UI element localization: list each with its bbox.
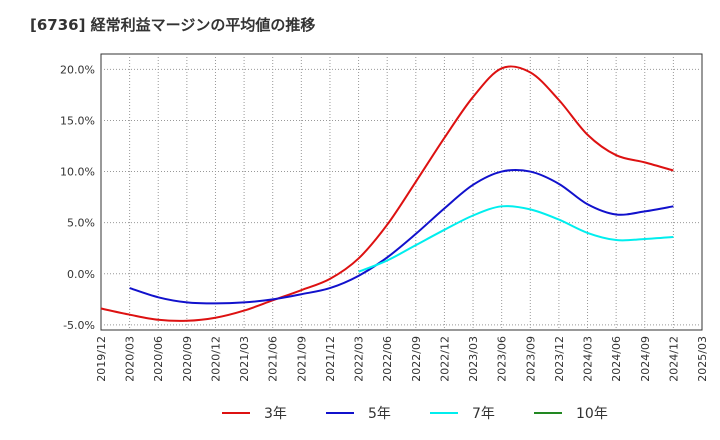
x-axis: 2019/12 2020/03 2020/06 2020/09 2020/12 2021/… <box>95 336 709 382</box>
y-axis: -5.0% 0.0% 5.0% 10.0% 15.0% 20.0% <box>60 63 95 332</box>
legend-label-2: 5年 <box>368 406 391 422</box>
x-tick-label: 2024/12 <box>667 336 680 382</box>
legend: 3年 5年 7年 10年 <box>222 406 608 422</box>
y-tick-label: 10.0% <box>60 166 95 179</box>
x-tick-label: 2024/09 <box>639 336 652 382</box>
x-tick-label: 2023/12 <box>553 336 566 382</box>
y-tick-label: 5.0% <box>67 217 95 230</box>
y-tick-label: -5.0% <box>63 319 95 332</box>
x-tick-label: 2019/12 <box>95 336 108 382</box>
y-tick-label: 20.0% <box>60 63 95 76</box>
series-line-1 <box>100 65 674 322</box>
x-tick-label: 2023/09 <box>524 336 537 382</box>
legend-label-1: 3年 <box>264 406 287 422</box>
series-line-3 <box>358 205 674 273</box>
x-tick-label: 2023/03 <box>467 336 480 382</box>
x-tick-label: 2021/03 <box>238 336 251 382</box>
x-tick-label: 2024/06 <box>610 336 623 382</box>
x-tick-label: 2021/09 <box>295 336 308 382</box>
x-tick-label: 2021/06 <box>267 336 280 382</box>
x-tick-label: 2020/09 <box>181 336 194 382</box>
x-tick-label: 2022/12 <box>438 336 451 382</box>
legend-label-3: 7年 <box>472 406 495 422</box>
x-tick-label: 2020/03 <box>124 336 137 382</box>
x-tick-label: 2025/03 <box>696 336 709 382</box>
x-tick-label: 2020/12 <box>209 336 222 382</box>
y-tick-label: 15.0% <box>60 114 95 127</box>
x-tick-label: 2023/06 <box>496 336 509 382</box>
y-tick-label: 0.0% <box>67 268 95 281</box>
chart-title: [6736] 経常利益マージンの平均値の推移 <box>30 16 316 34</box>
x-tick-label: 2022/03 <box>353 336 366 382</box>
x-tick-label: 2020/06 <box>152 336 165 382</box>
legend-label-4: 10年 <box>576 406 608 422</box>
series-line-2 <box>129 168 674 305</box>
series-layer <box>100 65 674 322</box>
x-tick-label: 2022/06 <box>381 336 394 382</box>
x-tick-label: 2021/12 <box>324 336 337 382</box>
x-tick-label: 2022/09 <box>410 336 423 382</box>
x-tick-label: 2024/03 <box>582 336 595 382</box>
plot-area <box>100 53 703 331</box>
